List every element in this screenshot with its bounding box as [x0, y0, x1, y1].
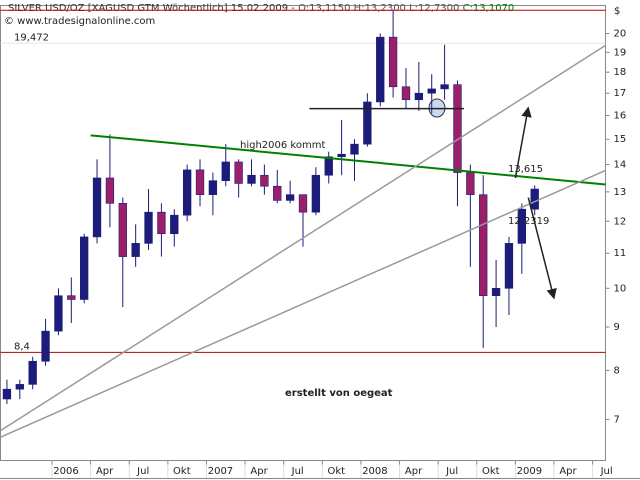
candle-body [247, 174, 256, 184]
y-tick-label: 19 [614, 47, 627, 58]
candle-body [118, 203, 127, 257]
candle-body [273, 185, 282, 201]
candle-body [144, 211, 153, 244]
trend-line [0, 169, 606, 438]
candle-body [157, 211, 166, 235]
y-tick-label: 11 [614, 248, 627, 259]
trend-line [90, 134, 606, 186]
annotation: 13,615 [508, 164, 543, 175]
annotation: high2006 kommt [240, 140, 325, 151]
x-tick-label: Apr [559, 466, 577, 477]
candle-body [388, 36, 398, 88]
candle-body [453, 84, 462, 173]
candle-body [440, 84, 449, 90]
x-tick-label: Okt [173, 466, 191, 477]
candle-body [479, 194, 488, 297]
x-tick-label: Jul [136, 466, 149, 477]
horizontal-line-label: 19,472 [14, 32, 49, 43]
candle-body [530, 188, 539, 210]
copyright: © www.tradesignalonline.com [4, 16, 155, 27]
arrow [514, 106, 532, 179]
y-tick-label: 7 [614, 414, 620, 425]
candle-body [234, 161, 243, 184]
candle-body [363, 101, 372, 145]
candle-body [311, 174, 321, 213]
trend-line [0, 44, 606, 432]
candle-body [28, 360, 37, 385]
header-part: O:13,1150 H:13,2300 L:12,7300 [298, 3, 463, 14]
x-tick-label: 2007 [208, 466, 233, 477]
candle-body [517, 208, 526, 244]
y-tick-label: 12 [614, 216, 627, 227]
candle-body [285, 194, 295, 201]
annotation: 12,2319 [508, 216, 549, 227]
x-tick-label: Okt [482, 466, 500, 477]
header: SILVER USD/OZ [XAGUSD GTM Wöchentlich] 1… [8, 3, 514, 14]
candle-body [466, 172, 475, 195]
x-tick-label: Okt [328, 466, 346, 477]
y-tick-label: 20 [614, 28, 627, 39]
x-tick-label: Apr [405, 466, 423, 477]
header-part: SILVER USD/OZ [XAGUSD GTM Wöchentlich] 1… [8, 3, 298, 14]
candle-body [414, 92, 424, 101]
y-tick-label: 17 [614, 88, 627, 99]
header-part: C:13,1070 [463, 3, 515, 14]
annotation: erstellt von oegeat [285, 388, 393, 399]
x-tick-label: 2009 [517, 466, 542, 477]
candle-body [170, 214, 179, 235]
candle-body [221, 161, 230, 181]
arrow [527, 197, 557, 300]
candle-body [41, 330, 50, 362]
y-unit: $ [614, 6, 620, 17]
candle-body [182, 169, 192, 216]
x-tick-label: 2008 [362, 466, 387, 477]
candle-body [208, 180, 218, 195]
y-tick-label: 10 [614, 283, 627, 294]
candle-body [195, 169, 205, 195]
y-tick-label: 13 [614, 187, 627, 198]
y-tick-label: 14 [614, 160, 627, 171]
candle-body [2, 388, 12, 400]
candle-body [337, 153, 346, 158]
candle-body [427, 88, 436, 94]
candle-body [401, 86, 411, 101]
horizontal-line-label: 8,4 [14, 341, 30, 352]
candle-body [15, 384, 24, 390]
x-tick-label: Apr [250, 466, 268, 477]
candle-body [80, 236, 89, 300]
candle-body [491, 287, 501, 297]
candle-body [92, 177, 102, 238]
y-tick-label: 9 [614, 322, 620, 333]
candle-body [67, 295, 76, 300]
plot-frame [0, 5, 606, 461]
candle-body [324, 156, 333, 176]
y-tick-label: 18 [614, 67, 627, 78]
x-tick-label: Jul [291, 466, 304, 477]
y-tick-label: 15 [614, 134, 627, 145]
candle-body [54, 295, 63, 332]
x-tick-label: 2006 [53, 466, 78, 477]
x-tick-label: Jul [600, 466, 613, 477]
x-tick-label: Apr [96, 466, 114, 477]
candle-body [350, 143, 359, 155]
candle-body [376, 36, 385, 103]
x-tick-label: Jul [445, 466, 458, 477]
candle-body [504, 243, 514, 289]
candle-body [105, 177, 115, 204]
y-tick-label: 16 [614, 110, 627, 121]
y-tick-label: 8 [614, 365, 620, 376]
candle-body [131, 243, 140, 257]
candle-body [298, 194, 308, 213]
candle-body [260, 174, 269, 187]
